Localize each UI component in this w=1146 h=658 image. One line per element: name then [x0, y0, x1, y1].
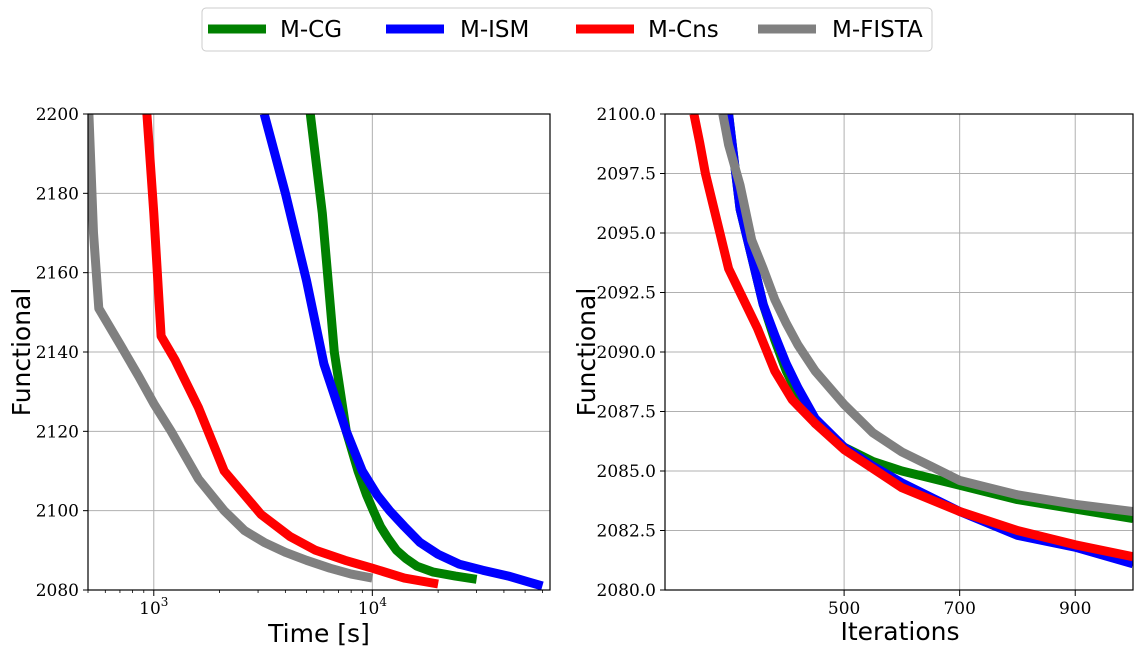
right-ylabel: Functional [572, 288, 601, 417]
legend: M-CG M-ISM M-Cns M-FISTA [201, 7, 933, 52]
left-series-m-cns [142, 114, 439, 589]
left-ytick-label: 2140 [36, 343, 79, 363]
legend-frame [201, 7, 933, 52]
left-ytick-label: 2120 [36, 422, 79, 442]
left-series-m-cg [305, 114, 478, 584]
right-ytick-label: 2085.0 [597, 462, 656, 482]
right-series-group [689, 114, 1133, 569]
legend-label-m-cns: M-Cns [648, 17, 719, 43]
right-series-m-cg [724, 114, 1133, 524]
right-ytick-label: 2095.0 [597, 224, 656, 244]
right-ytick-label: 2087.5 [597, 403, 656, 423]
left-xtick-label: 103 [139, 595, 168, 619]
legend-label-m-ism: M-ISM [460, 17, 529, 43]
right-xtick-label: 700 [943, 599, 975, 619]
left-ytick-label: 2200 [36, 105, 79, 125]
left-tick-group: 2080 2100 2120 2140 2160 2180 2200 103 104 [36, 105, 543, 619]
right-xtick-label: 500 [828, 599, 860, 619]
legend-label-m-fista: M-FISTA [832, 17, 923, 43]
left-xlabel: Time [s] [267, 619, 370, 648]
left-ytick-label: 2180 [36, 184, 79, 204]
left-series-m-ism [259, 114, 544, 590]
right-ytick-label: 2097.5 [597, 165, 656, 185]
right-series-m-fista [718, 114, 1133, 516]
right-ytick-label: 2080.0 [597, 581, 656, 601]
right-ytick-label: 2100.0 [597, 105, 656, 125]
left-ytick-label: 2160 [36, 264, 79, 284]
left-ylabel: Functional [7, 288, 36, 417]
right-ytick-label: 2090.0 [597, 343, 656, 363]
left-series-group [88, 114, 544, 590]
right-ytick-label: 2092.5 [597, 284, 656, 304]
right-xlabel: Iterations [840, 617, 959, 646]
right-tick-group: 2080.0 2082.5 2085.0 2087.5 2090.0 2092.5 2095… [597, 105, 1092, 619]
left-xtick-label: 104 [358, 595, 388, 619]
left-ytick-label: 2100 [36, 502, 79, 522]
right-ytick-label: 2082.5 [597, 522, 656, 542]
left-ytick-label: 2080 [36, 581, 79, 601]
right-series-m-cns [689, 114, 1133, 562]
right-xtick-label: 900 [1059, 599, 1091, 619]
left-series-m-fista [88, 114, 374, 583]
right-panel: 2080.0 2082.5 2085.0 2087.5 2090.0 2092.5 2095… [572, 105, 1134, 646]
left-panel: 2080 2100 2120 2140 2160 2180 2200 103 104 Time … [7, 105, 551, 648]
legend-label-m-cg: M-CG [280, 17, 342, 43]
